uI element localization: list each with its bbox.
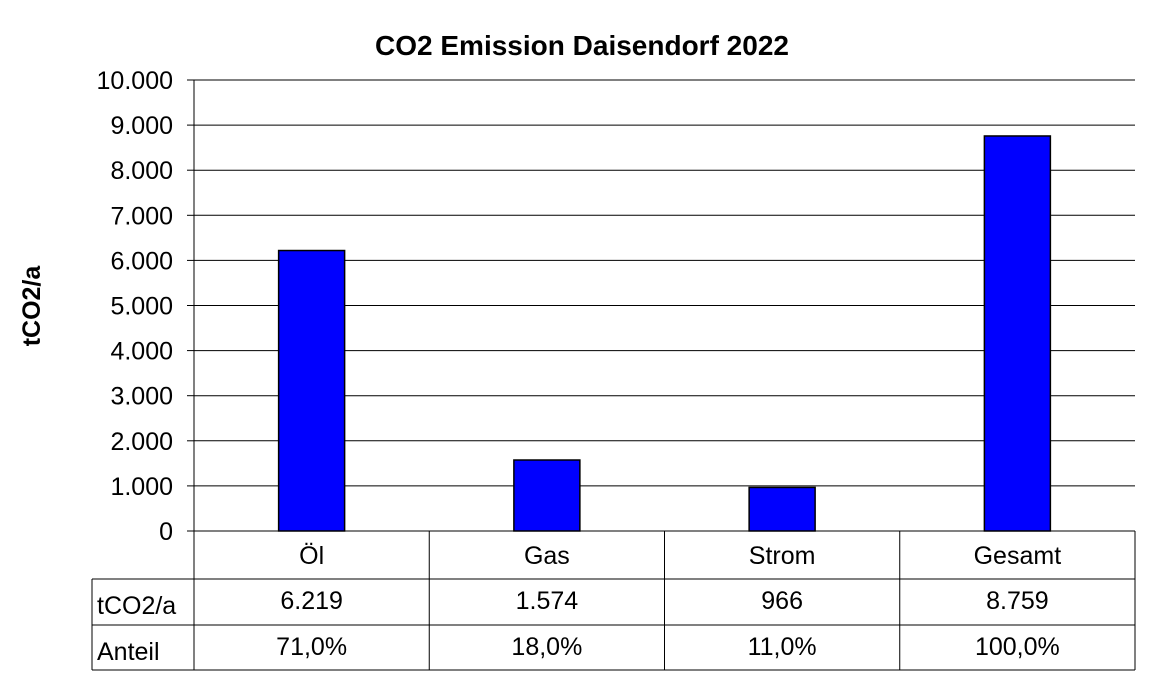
y-tick-label: 10.000	[97, 67, 173, 95]
y-tick-label: 2.000	[110, 428, 173, 456]
category-label: Gesamt	[974, 542, 1062, 570]
y-tick-label: 8.000	[110, 157, 173, 185]
grid-lines	[193, 79, 1135, 532]
chart-title: CO2 Emission Daisendorf 2022	[375, 30, 789, 61]
category-label: Strom	[749, 542, 816, 570]
table-cell: 100,0%	[975, 633, 1060, 661]
table-cell: 6.219	[280, 587, 343, 615]
bar	[983, 135, 1052, 532]
bar	[277, 249, 346, 532]
table-row-label: tCO2/a	[97, 592, 176, 620]
table-row-label: Anteil	[97, 638, 160, 666]
table-cell: 1.574	[516, 587, 579, 615]
y-tick-label: 7.000	[110, 202, 173, 230]
y-tick-label: 3.000	[110, 383, 173, 411]
y-axis-ticks: 0 1.000 2.000 3.000 4.000 5.000 6.000 7.000 8.00…	[97, 67, 194, 546]
bar	[513, 459, 581, 532]
y-tick-label: 5.000	[110, 293, 173, 321]
bar	[748, 486, 816, 532]
y-axis-label: tCO2/a	[18, 265, 46, 347]
table-cell: 8.759	[986, 587, 1049, 615]
category-label: Öl	[299, 542, 324, 570]
bars	[277, 135, 1052, 532]
table-cell: 71,0%	[276, 633, 347, 661]
y-tick-label: 9.000	[110, 112, 173, 140]
y-tick-label: 6.000	[110, 247, 173, 275]
table-cell: 18,0%	[511, 633, 582, 661]
y-tick-label: 1.000	[110, 473, 173, 501]
table-cell: 11,0%	[748, 633, 817, 661]
category-label: Gas	[524, 542, 570, 570]
y-tick-label: 4.000	[110, 338, 173, 366]
data-table: Öl Gas Strom Gesamt tCO2/a 6.219 1.574 966 8.759…	[91, 530, 1136, 671]
table-cell: 966	[761, 587, 803, 615]
y-tick-label: 0	[159, 518, 173, 546]
